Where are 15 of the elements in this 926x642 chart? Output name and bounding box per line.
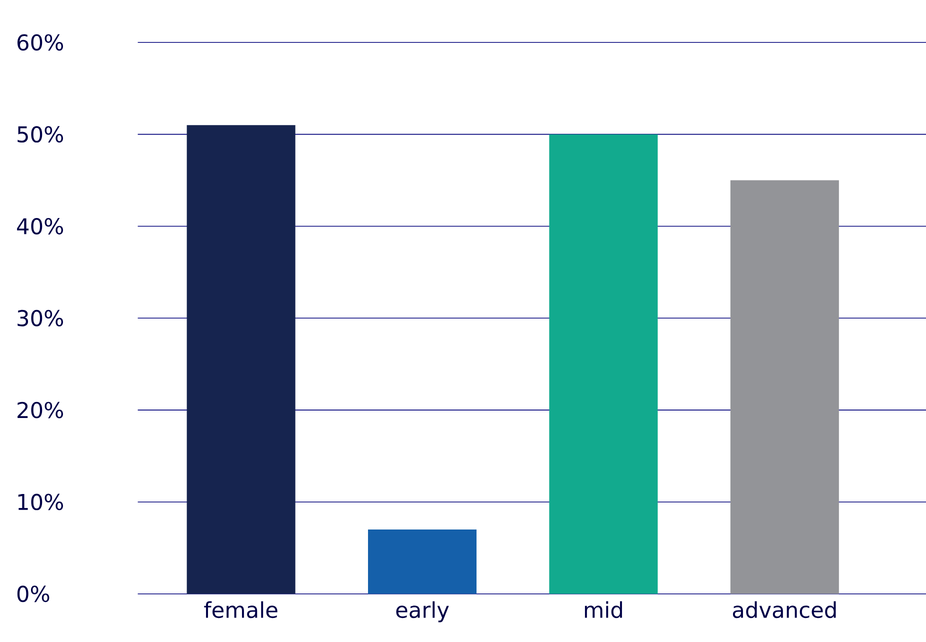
- bar: [368, 529, 477, 594]
- y-tick-label: 50%: [18, 126, 63, 142]
- x-tick-label: early: [396, 601, 449, 622]
- x-tick-label: mid: [584, 601, 622, 618]
- y-tick-label: 40%: [17, 218, 63, 234]
- x-tick-label: advanced: [732, 601, 836, 618]
- y-tick-label: 60%: [17, 34, 63, 51]
- x-tick-label: female: [204, 601, 278, 618]
- bar: [186, 125, 296, 594]
- y-tick-label: 0%: [17, 586, 50, 602]
- y-tick-label: 30%: [18, 310, 63, 326]
- bar: [730, 180, 839, 594]
- y-tick-label: 20%: [18, 402, 63, 418]
- y-tick-label: 10%: [18, 494, 63, 510]
- bar: [549, 134, 658, 594]
